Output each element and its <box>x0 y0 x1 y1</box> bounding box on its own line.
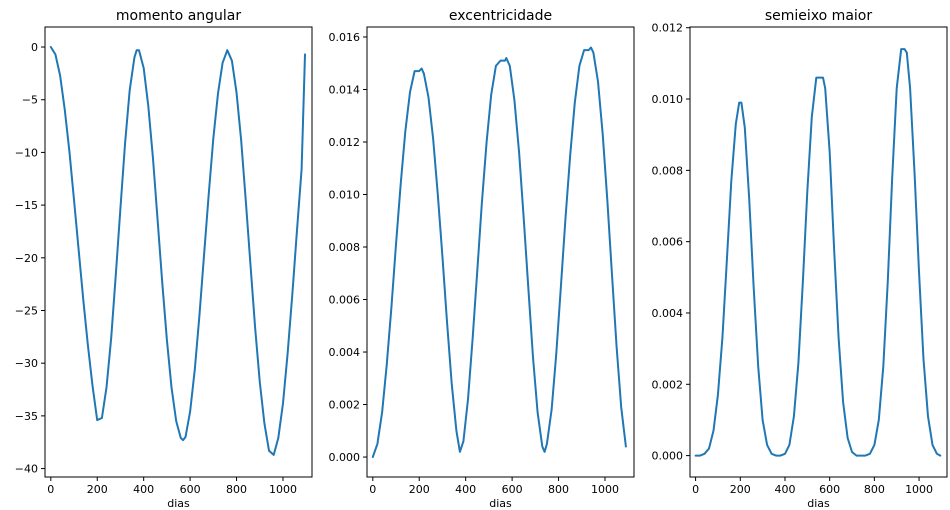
plot-frame <box>44 26 313 478</box>
y-tick-label: −10 <box>15 146 38 159</box>
y-tick-label: −15 <box>15 199 38 212</box>
x-tick-label: 200 <box>730 483 751 496</box>
x-axis-label: dias <box>489 497 512 510</box>
y-tick-label: 0.016 <box>329 31 361 44</box>
y-tick-label: 0 <box>31 41 38 54</box>
y-tick-label: 0.010 <box>652 93 684 106</box>
series-line <box>371 46 627 458</box>
x-tick-label: 1000 <box>905 483 933 496</box>
y-tick-label: 0.004 <box>652 307 684 320</box>
chart-title: momento angular <box>116 8 242 24</box>
y-tick-label: 0.010 <box>329 189 361 202</box>
x-tick-label: 800 <box>864 483 885 496</box>
y-tick-label: −5 <box>22 94 38 107</box>
x-axis-label: dias <box>807 497 830 510</box>
y-tick-label: 0.006 <box>652 236 684 249</box>
chart-panel: semieixo maior 0 200 400 600 800 1000 0.000 0.00… <box>652 8 948 510</box>
x-tick-label: 200 <box>87 483 108 496</box>
chart-title: excentricidade <box>449 8 552 24</box>
x-tick-label: 400 <box>133 483 154 496</box>
y-tick-label: 0.012 <box>329 136 361 149</box>
y-tick-label: 0.012 <box>652 22 684 35</box>
x-tick-label: 1000 <box>591 483 619 496</box>
x-tick-label: 800 <box>226 483 247 496</box>
chart-title: semieixo maior <box>765 8 872 24</box>
y-tick-label: 0.008 <box>652 164 684 177</box>
y-tick-label: −35 <box>15 410 38 423</box>
x-tick-label: 600 <box>180 483 201 496</box>
y-tick-label: 0.004 <box>329 346 361 359</box>
y-tick-label: 0.002 <box>329 399 361 412</box>
x-tick-label: 400 <box>455 483 476 496</box>
x-tick-label: 0 <box>369 483 376 496</box>
x-tick-label: 0 <box>47 483 54 496</box>
y-tick-label: −30 <box>15 357 38 370</box>
x-tick-label: 200 <box>409 483 430 496</box>
plot-frame <box>366 26 635 478</box>
y-tick-label: 0.014 <box>329 83 361 96</box>
y-tick-label: 0.008 <box>329 241 361 254</box>
x-tick-label: 800 <box>548 483 569 496</box>
y-tick-label: −20 <box>15 252 38 265</box>
x-tick-label: 400 <box>774 483 795 496</box>
plot-frame <box>689 26 948 478</box>
x-tick-label: 1000 <box>269 483 297 496</box>
x-axis-label: dias <box>167 497 190 510</box>
x-tick-label: 600 <box>819 483 840 496</box>
y-tick-label: 0.000 <box>652 450 684 463</box>
y-tick-label: 0.002 <box>652 378 684 391</box>
series-line <box>694 48 942 457</box>
y-tick-label: −40 <box>15 463 38 476</box>
chart-panel: momento angular 0 200 400 600 800 1000 0 −5 −10 −1… <box>15 8 313 510</box>
x-tick-label: 0 <box>692 483 699 496</box>
series-line <box>49 46 306 456</box>
chart-panel: excentricidade 0 200 400 600 800 1000 0.000 0.00… <box>329 8 635 510</box>
x-tick-label: 600 <box>502 483 523 496</box>
y-tick-label: −25 <box>15 304 38 317</box>
y-tick-label: 0.000 <box>329 451 361 464</box>
y-tick-label: 0.006 <box>329 294 361 307</box>
